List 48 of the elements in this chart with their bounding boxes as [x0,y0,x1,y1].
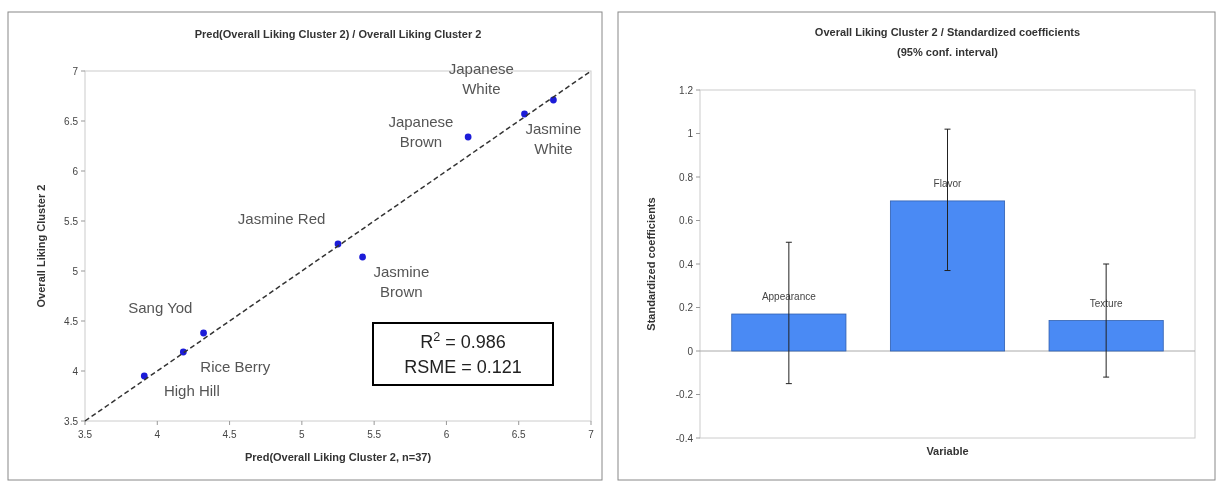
y-tick-label: 0 [687,345,694,357]
bar [731,313,847,352]
point [464,133,472,141]
y-tick-label: 6.5 [64,115,79,127]
annotation: Rice Berry [200,358,271,375]
annotation: High Hill [163,382,220,399]
y-tick-label: 0.2 [679,302,694,313]
point [359,253,366,261]
x-tick-label: 6.5 [511,429,527,440]
x-axis-title: Pred(Overall Liking Cluster 2, n=37) [244,451,432,463]
annotation: Jasmine Red [237,210,326,227]
x-tick-label: 7 [588,429,595,440]
y-tick-label: 0.6 [679,215,694,226]
y-tick-label: -0.2 [675,389,694,400]
y-tick-label: 6 [72,165,79,177]
y-tick-label: 1.2 [679,84,694,96]
y-tick-label: 3.5 [64,415,79,427]
annotation: R$^{2}$ = 0.986 [420,329,506,352]
y-tick-label: 5.5 [64,215,79,227]
annotation: Jasmine White [525,120,582,157]
point [140,372,148,380]
y-axis-title: Overall Liking Cluster 2 [35,184,47,308]
point [550,96,557,104]
x-tick-label: 4.5 [222,429,237,440]
annotation: Jasmine Brown [373,263,430,300]
x-tick-label: 5 [299,429,306,440]
x-tick-label: 4 [154,429,161,440]
annotation: Japanese Brown [388,113,454,150]
bar [1048,320,1164,352]
bar [889,200,1006,352]
y-tick-label: 4.5 [64,315,79,327]
annotation: Sang Yod [128,299,193,316]
y-tick-label: 4 [72,365,79,377]
y-tick-label: 0.8 [679,171,694,183]
x-tick-label: 6 [443,429,450,440]
x-axis-title: Variable [926,445,969,457]
chart-title: Pred(Overall Liking Cluster 2) / Overall Liking Cluster 2 [194,28,482,40]
annotation: Japanese White [448,60,514,97]
y-tick-label: -0.4 [675,432,694,444]
y-tick-label: 7 [72,65,79,77]
annotation: RSME = 0.121 [404,356,522,377]
y-tick-label: 1 [687,128,694,139]
y-axis-title: Standardized coefficients [645,197,657,331]
y-tick-label: 5 [72,265,79,277]
point [200,329,207,337]
y-tick-label: 0.4 [679,258,694,270]
x-tick-label: 5.5 [367,429,382,440]
chart-title: Overall Liking Cluster 2 / Standardized coefficients (95% conf. interval) [814,26,1081,58]
